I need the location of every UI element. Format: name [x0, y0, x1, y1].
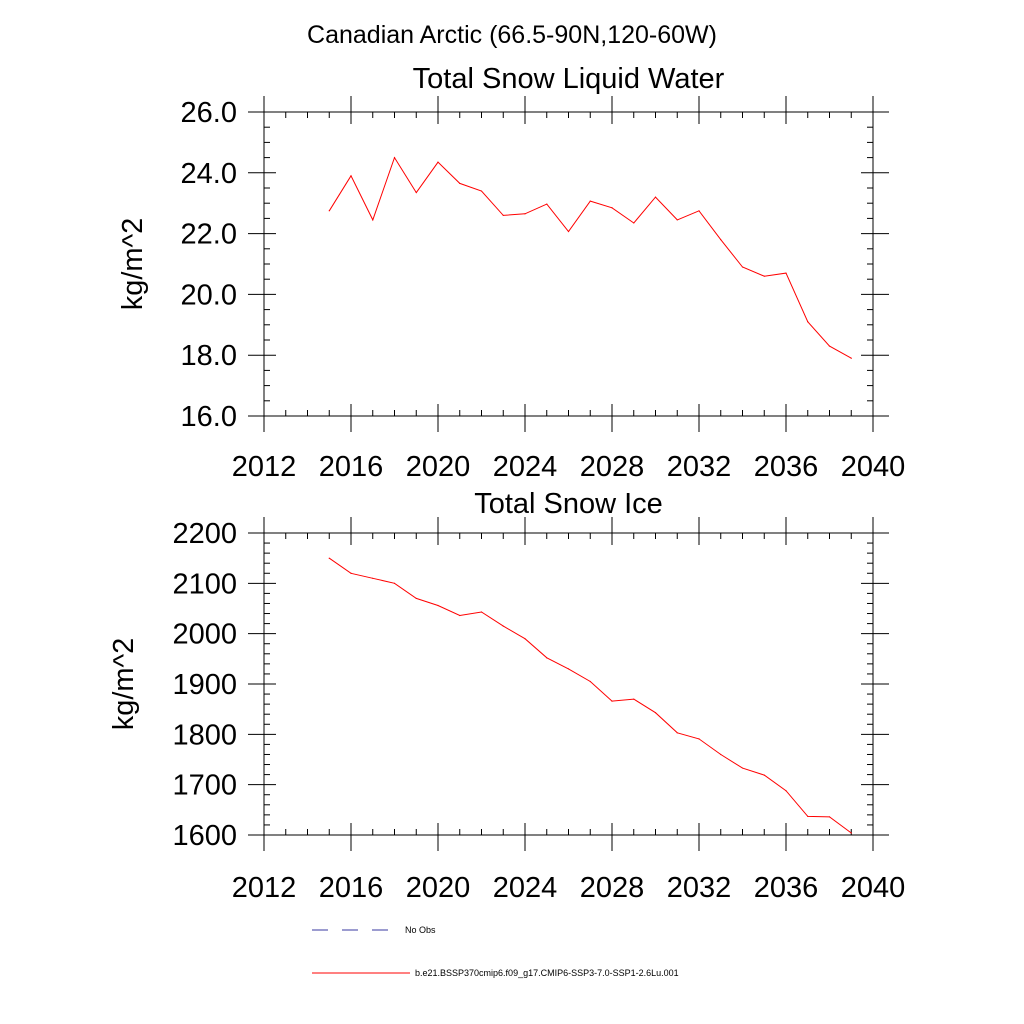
data-point — [350, 572, 352, 574]
y-tick-label: 1800 — [172, 719, 237, 751]
x-tick-label: 2032 — [667, 872, 732, 904]
legend: No Obs b.e21.BSSP370cmip6.f09_g17.CMIP6-… — [312, 925, 679, 978]
y-axis-label: kg/m^2 — [117, 218, 149, 311]
data-point — [720, 753, 722, 756]
data-point — [785, 790, 787, 792]
data-point — [741, 266, 744, 268]
data-point — [589, 200, 591, 202]
x-tick-label: 2012 — [232, 451, 297, 483]
x-tick-label: 2024 — [493, 451, 558, 483]
y-tick-label: 20.0 — [181, 279, 237, 311]
data-point — [328, 557, 330, 559]
data-point — [567, 668, 570, 670]
plot-frame — [263, 111, 874, 417]
data-point — [546, 203, 548, 205]
data-point — [372, 577, 374, 579]
x-tick-label: 2016 — [319, 872, 384, 904]
data-point — [763, 774, 765, 776]
legend-label-no-obs: No Obs — [405, 925, 436, 935]
x-tick-label: 2040 — [841, 451, 906, 483]
y-tick-label: 1700 — [172, 770, 237, 802]
data-point — [676, 732, 678, 734]
data-point — [502, 214, 504, 216]
x-tick-label: 2028 — [580, 451, 645, 483]
data-point — [828, 345, 831, 347]
x-tick-label: 2028 — [580, 872, 645, 904]
data-point — [502, 625, 504, 627]
y-tick-label: 24.0 — [181, 158, 237, 190]
data-point — [524, 213, 526, 215]
data-point — [741, 767, 744, 769]
data-point — [546, 657, 548, 659]
y-tick-label: 18.0 — [181, 340, 237, 372]
data-point — [633, 222, 635, 224]
x-tick-label: 2016 — [319, 451, 384, 483]
data-point — [372, 219, 374, 221]
series-line — [328, 156, 852, 359]
data-point — [589, 680, 591, 683]
x-tick-label: 2036 — [754, 451, 819, 483]
data-point — [611, 700, 613, 702]
x-tick-label: 2024 — [493, 872, 558, 904]
data-point — [480, 611, 483, 613]
data-point — [720, 239, 722, 241]
data-point — [654, 712, 657, 714]
y-tick-label: 1900 — [172, 669, 237, 701]
chart-title: Total Snow Liquid Water — [413, 63, 725, 95]
data-point — [785, 272, 787, 274]
y-tick-label: 2000 — [172, 619, 237, 651]
data-point — [633, 698, 635, 700]
y-axis-label: kg/m^2 — [108, 638, 140, 731]
data-point — [698, 210, 700, 212]
snow-ice-panel: Total Snow Ice kg/m^2 2012 2016 2020 2024 2028… — [108, 488, 905, 904]
y-tick-label: 2200 — [172, 518, 237, 550]
data-point — [328, 210, 330, 212]
data-point — [415, 191, 417, 194]
data-point — [807, 321, 809, 323]
y-tick-label: 1600 — [172, 820, 237, 852]
x-tick-label: 2020 — [406, 451, 471, 483]
data-point — [524, 638, 526, 640]
chart-title: Total Snow Ice — [474, 488, 663, 520]
data-point — [850, 832, 852, 834]
data-point — [393, 157, 396, 159]
y-tick-label: 2100 — [172, 568, 237, 600]
data-point — [350, 175, 352, 177]
data-point — [567, 230, 570, 233]
data-point — [676, 219, 678, 221]
legend-label-model-run: b.e21.BSSP370cmip6.f09_g17.CMIP6-SSP3-7.… — [415, 968, 679, 978]
x-tick-label: 2032 — [667, 451, 732, 483]
data-point — [828, 816, 831, 818]
legend-entry-model-run: b.e21.BSSP370cmip6.f09_g17.CMIP6-SSP3-7.… — [312, 968, 679, 978]
x-tick-label: 2040 — [841, 872, 906, 904]
data-point — [459, 182, 461, 185]
x-tick-label: 2012 — [232, 872, 297, 904]
data-point — [393, 582, 396, 584]
data-point — [459, 614, 461, 617]
data-point — [850, 357, 852, 359]
x-tick-label: 2036 — [754, 872, 819, 904]
y-tick-label: 16.0 — [181, 401, 237, 433]
data-point — [698, 738, 700, 740]
snow-liquid-water-panel: Total Snow Liquid Water kg/m^2 2012 2016 202… — [117, 63, 905, 483]
series-line — [329, 557, 852, 834]
data-point — [611, 207, 613, 209]
plot-frame — [263, 532, 874, 836]
legend-entry-no-obs: No Obs — [312, 925, 436, 935]
data-point — [437, 161, 439, 163]
data-point — [437, 604, 439, 607]
x-tick-label: 2020 — [406, 872, 471, 904]
figure-suptitle: Canadian Arctic (66.5-90N,120-60W) — [307, 21, 717, 49]
data-point — [654, 196, 657, 198]
data-point — [807, 815, 809, 817]
data-point — [763, 275, 765, 277]
y-tick-label: 22.0 — [181, 219, 237, 251]
y-tick-label: 26.0 — [181, 97, 237, 129]
data-point — [480, 190, 483, 192]
data-point — [415, 597, 417, 600]
